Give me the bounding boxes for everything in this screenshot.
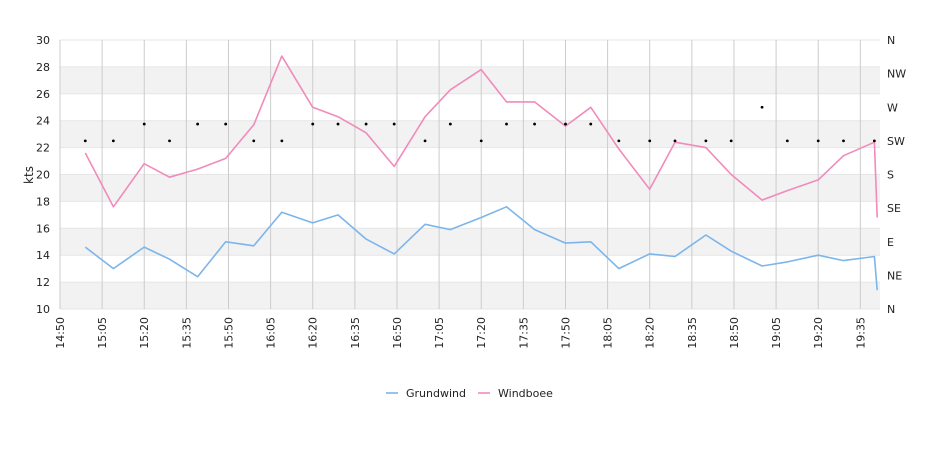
direction-point xyxy=(364,122,368,126)
direction-point xyxy=(224,122,228,126)
y-tick-label: 22 xyxy=(36,142,50,155)
direction-point xyxy=(479,139,483,143)
direction-point xyxy=(252,139,256,143)
plot-band xyxy=(60,174,880,202)
y-tick-label: 28 xyxy=(36,61,50,74)
direction-point xyxy=(872,139,876,143)
y-tick-label: 16 xyxy=(36,222,50,235)
direction-point xyxy=(760,105,764,109)
direction-point xyxy=(816,139,820,143)
y-tick-label: 10 xyxy=(36,303,50,316)
direction-point xyxy=(83,139,87,143)
direction-point xyxy=(673,139,677,143)
direction-point xyxy=(448,122,452,126)
direction-point xyxy=(505,122,508,126)
direction-point xyxy=(311,122,315,126)
direction-tick-label: NE xyxy=(887,269,902,282)
plot-band xyxy=(60,282,880,309)
direction-tick-label: S xyxy=(887,169,894,182)
series-line-grundwind xyxy=(84,206,878,291)
x-tick-label: 16:35 xyxy=(349,317,362,349)
direction-tick-label: W xyxy=(887,101,898,114)
x-tick-label: 17:20 xyxy=(475,317,488,349)
x-tick-label: 18:35 xyxy=(686,317,699,349)
y-tick-label: 24 xyxy=(36,115,50,128)
direction-tick-label: SW xyxy=(887,135,905,148)
x-tick-label: 15:50 xyxy=(222,317,235,349)
direction-point xyxy=(589,122,593,126)
x-tick-label: 16:50 xyxy=(391,317,404,349)
direction-point xyxy=(704,139,708,143)
direction-point xyxy=(617,139,621,143)
x-tick-label: 16:20 xyxy=(307,317,320,349)
x-tick-label: 17:05 xyxy=(433,317,446,349)
direction-point xyxy=(842,139,845,143)
y-tick-label: 12 xyxy=(36,276,50,289)
direction-point xyxy=(392,122,396,126)
direction-point xyxy=(168,139,171,143)
y-tick-label: 14 xyxy=(36,249,50,262)
direction-point xyxy=(280,139,284,143)
direction-tick-label: E xyxy=(887,236,894,249)
x-tick-label: 19:35 xyxy=(854,317,867,349)
direction-point xyxy=(785,139,789,143)
plot-band xyxy=(60,228,880,256)
legend-label: Windboee xyxy=(498,387,553,400)
y-tick-label: 26 xyxy=(36,88,50,101)
x-tick-label: 19:05 xyxy=(770,317,783,349)
x-tick-label: 18:50 xyxy=(728,317,741,349)
x-tick-label: 19:20 xyxy=(812,317,825,349)
direction-tick-label: SE xyxy=(887,202,901,215)
x-tick-label: 15:05 xyxy=(96,317,109,349)
legend-label: Grundwind xyxy=(406,387,466,400)
x-tick-label: 16:05 xyxy=(265,317,278,349)
direction-tick-label: N xyxy=(887,34,895,47)
y-tick-label: 20 xyxy=(36,169,50,182)
y-axis-title: kts xyxy=(22,166,36,184)
direction-tick-label: N xyxy=(887,303,895,316)
x-tick-label: 15:20 xyxy=(138,317,151,349)
direction-point xyxy=(196,122,200,126)
direction-point xyxy=(423,139,427,143)
direction-point xyxy=(533,122,536,126)
direction-point xyxy=(142,122,146,126)
x-tick-label: 15:35 xyxy=(180,317,193,349)
x-tick-label: 17:35 xyxy=(517,317,530,349)
direction-point xyxy=(729,139,733,143)
x-tick-label: 14:50 xyxy=(54,317,67,349)
direction-point xyxy=(336,122,340,126)
direction-point xyxy=(111,139,115,143)
x-tick-label: 18:20 xyxy=(644,317,657,349)
y-tick-label: 30 xyxy=(36,34,50,47)
plot-band xyxy=(60,120,880,148)
x-tick-label: 17:50 xyxy=(559,317,572,349)
direction-tick-label: NW xyxy=(887,68,906,81)
y-tick-label: 18 xyxy=(36,195,50,208)
plot-band xyxy=(60,66,880,94)
direction-point xyxy=(648,139,652,143)
x-tick-label: 18:05 xyxy=(602,317,615,349)
series-line-windboee xyxy=(84,55,878,218)
direction-point xyxy=(564,122,567,126)
